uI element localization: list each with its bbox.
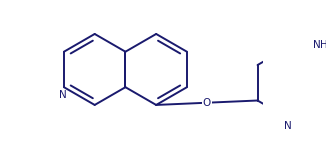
Text: NH$_2$: NH$_2$: [312, 39, 326, 52]
Text: O: O: [203, 98, 211, 108]
Text: N: N: [59, 90, 67, 100]
Text: N: N: [284, 121, 292, 131]
